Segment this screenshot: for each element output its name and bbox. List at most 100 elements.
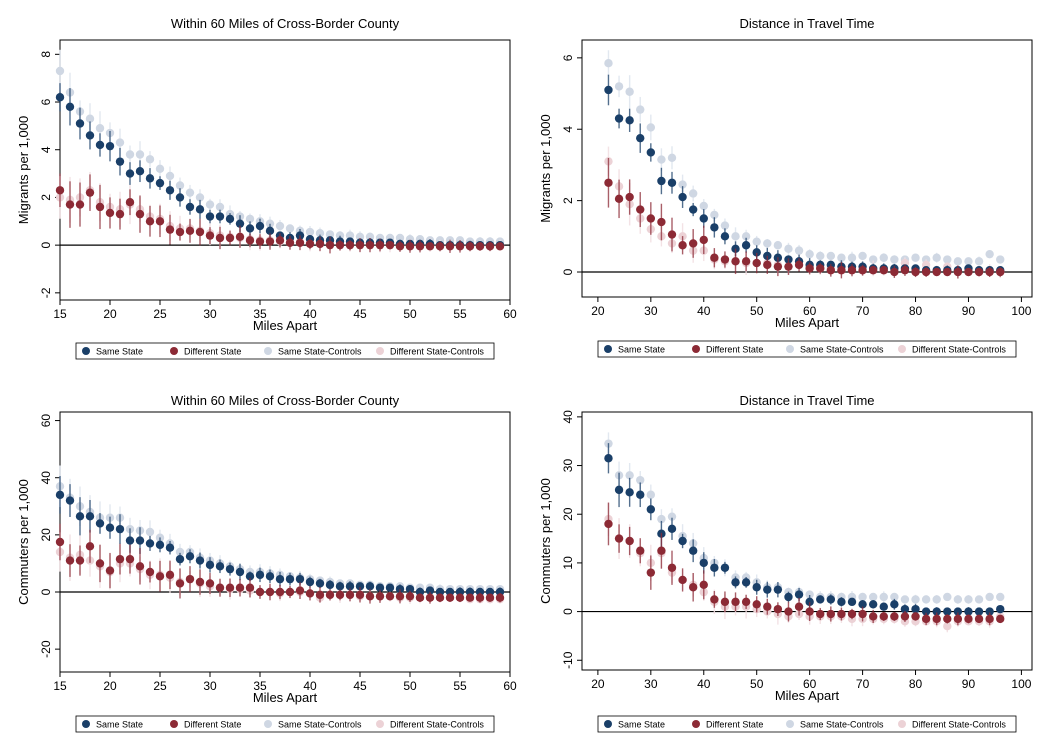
data-point <box>943 615 951 623</box>
legend-label-same-state: Same State <box>96 347 143 357</box>
data-point <box>196 205 204 213</box>
data-point <box>76 200 84 208</box>
data-point <box>306 578 314 586</box>
data-point <box>816 610 824 618</box>
data-point <box>206 212 214 220</box>
data-point <box>774 241 782 249</box>
data-point <box>784 593 792 601</box>
y-tick-label: 60 <box>39 414 53 428</box>
data-point <box>858 266 866 274</box>
data-point <box>784 262 792 270</box>
data-point <box>975 595 983 603</box>
data-point <box>954 268 962 276</box>
data-point <box>66 556 74 564</box>
data-point <box>106 142 114 150</box>
data-point <box>156 179 164 187</box>
data-point <box>922 615 930 623</box>
data-point <box>146 217 154 225</box>
legend-marker-different-state-controls <box>376 347 384 355</box>
data-point <box>753 600 761 608</box>
data-point <box>236 233 244 241</box>
data-point <box>880 266 888 274</box>
y-tick-label: 6 <box>39 98 53 105</box>
y-tick-label: 0 <box>561 608 575 615</box>
data-point <box>166 172 174 180</box>
data-point <box>647 568 655 576</box>
data-point <box>56 67 64 75</box>
data-point <box>146 155 154 163</box>
data-point <box>668 154 676 162</box>
data-point <box>376 592 384 600</box>
data-point <box>56 93 64 101</box>
data-point <box>106 566 114 574</box>
data-point <box>795 246 803 254</box>
data-point <box>636 491 644 499</box>
data-point <box>186 188 194 196</box>
data-point <box>126 555 134 563</box>
data-point <box>256 588 264 596</box>
y-tick-label: 2 <box>561 197 575 204</box>
data-point <box>436 594 444 602</box>
x-tick-label: 90 <box>962 304 976 318</box>
data-point <box>880 603 888 611</box>
data-point <box>848 610 856 618</box>
data-point <box>236 568 244 576</box>
data-point <box>647 214 655 222</box>
data-point <box>901 595 909 603</box>
data-point <box>86 131 94 139</box>
y-tick-label: 10 <box>561 556 575 570</box>
y-tick-label: 0 <box>39 588 53 595</box>
data-point <box>346 591 354 599</box>
data-point <box>286 588 294 596</box>
data-point <box>216 584 224 592</box>
data-point <box>96 203 104 211</box>
data-point <box>911 254 919 262</box>
plot-frame <box>60 40 510 300</box>
data-point <box>266 588 274 596</box>
panel-1: Within 60 Miles of Cross-Border County 15… <box>16 16 517 359</box>
data-point <box>922 595 930 603</box>
y-tick-label: 20 <box>39 528 53 542</box>
data-point <box>763 585 771 593</box>
data-point <box>615 486 623 494</box>
data-point <box>176 579 184 587</box>
y-tick-label: 2 <box>39 194 53 201</box>
data-point <box>446 242 454 250</box>
data-point <box>206 561 214 569</box>
x-tick-label: 60 <box>503 679 517 693</box>
data-point <box>890 255 898 263</box>
y-tick-label: 40 <box>561 410 575 424</box>
data-point <box>731 232 739 240</box>
data-point <box>496 242 504 250</box>
x-tick-label: 50 <box>403 307 417 321</box>
data-point <box>657 547 665 555</box>
data-point <box>186 575 194 583</box>
data-point <box>710 223 718 231</box>
data-point <box>96 519 104 527</box>
x-tick-label: 60 <box>503 307 517 321</box>
data-point <box>166 225 174 233</box>
data-point <box>276 236 284 244</box>
data-point <box>689 239 697 247</box>
data-point <box>496 594 504 602</box>
data-point <box>954 595 962 603</box>
legend-label-same-state: Same State <box>96 720 143 730</box>
legend-label-same-state-controls: Same State-Controls <box>278 347 362 357</box>
x-tick-label: 40 <box>697 677 711 691</box>
data-point <box>326 241 334 249</box>
data-point <box>858 610 866 618</box>
data-point <box>742 578 750 586</box>
y-axis-label: Migrants per 1,000 <box>538 114 553 222</box>
data-point <box>668 564 676 572</box>
data-point <box>116 157 124 165</box>
x-tick-label: 55 <box>453 307 467 321</box>
data-point <box>869 600 877 608</box>
data-point <box>816 595 824 603</box>
data-point <box>156 217 164 225</box>
data-point <box>848 598 856 606</box>
data-point <box>996 268 1004 276</box>
data-point <box>116 138 124 146</box>
y-tick-label: 8 <box>39 51 53 58</box>
x-tick-label: 45 <box>353 679 367 693</box>
